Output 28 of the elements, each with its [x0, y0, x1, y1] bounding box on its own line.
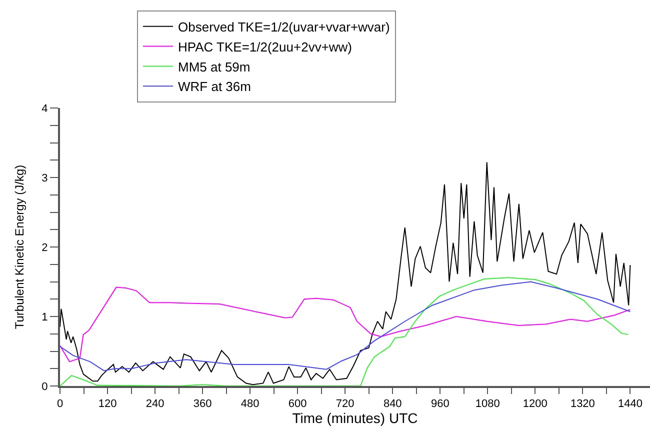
line-series [60, 277, 629, 386]
x-tick-label: 840 [383, 398, 402, 410]
x-tick-label: 0 [56, 398, 64, 410]
line-series [60, 286, 631, 362]
x-tick-label: 480 [240, 398, 260, 410]
x-tick-label: 960 [430, 398, 450, 410]
x-axis-title: Time (minutes) UTC [292, 410, 418, 426]
y-tick-label: 1 [42, 311, 48, 324]
legend-label: WRF at 36m [178, 79, 251, 94]
y-axis-title: Turbulent Kinetic Energy (J/kg) [12, 164, 26, 330]
x-tick-label: 600 [288, 398, 307, 410]
y-tick-label: 3 [42, 172, 48, 184]
x-tick-label: 1200 [522, 398, 548, 410]
y-tick-label: 2 [42, 242, 48, 254]
x-tick-label: 1080 [475, 398, 500, 410]
line-series [60, 162, 631, 386]
x-tick-label: 240 [146, 398, 164, 410]
x-tick-label: 1320 [570, 398, 595, 410]
legend-label: HPAC TKE=1/2(2uu+2vv+ww) [178, 39, 352, 54]
legend-label: Observed TKE=1/2(uvar+vvar+wvar) [178, 19, 390, 34]
line-series [60, 281, 631, 372]
x-tick-label: 720 [336, 398, 354, 410]
x-tick-label: 120 [98, 398, 117, 410]
y-tick-label: 0 [42, 380, 48, 393]
x-tick-label: 1440 [618, 398, 642, 410]
x-tick-label: 360 [193, 398, 212, 410]
y-tick-label: 4 [42, 102, 48, 115]
legend-label: MM5 at 59m [178, 59, 250, 74]
